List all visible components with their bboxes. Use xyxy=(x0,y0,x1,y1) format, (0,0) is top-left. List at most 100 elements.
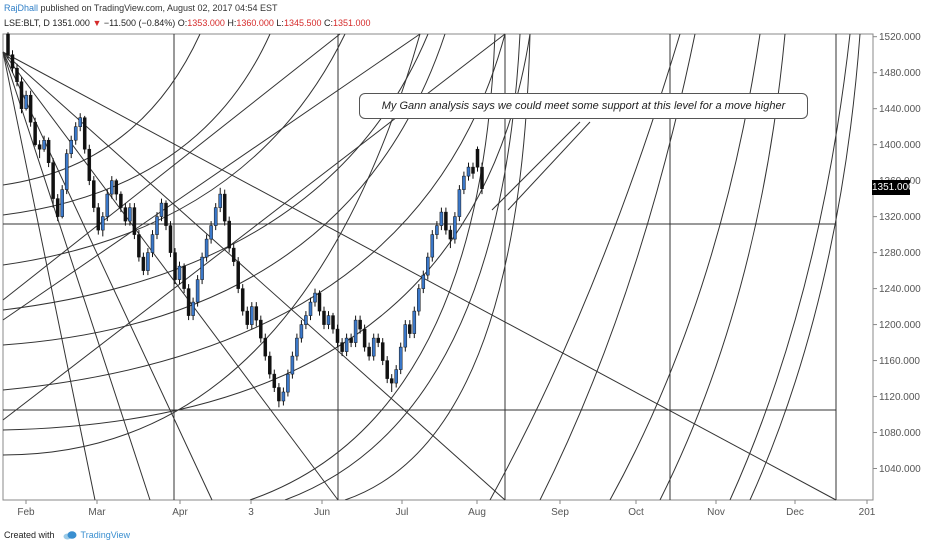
gann-arc xyxy=(3,34,201,186)
candle xyxy=(51,162,55,199)
candle xyxy=(123,207,128,222)
candle xyxy=(222,193,227,222)
price-tick-label: 1240.000 xyxy=(879,284,921,295)
candle xyxy=(146,252,150,271)
candle xyxy=(159,202,164,217)
gann-arc xyxy=(729,34,851,500)
candle xyxy=(254,306,259,321)
candle xyxy=(24,94,28,109)
time-tick-label: Feb xyxy=(17,507,35,518)
candle xyxy=(268,355,272,375)
candle xyxy=(353,319,358,343)
candle xyxy=(272,373,277,388)
candle xyxy=(177,265,182,280)
candle xyxy=(227,220,231,249)
annotation-pointer-line xyxy=(507,121,591,211)
candle xyxy=(453,216,457,240)
symbol-name[interactable]: LSE:BLT, D xyxy=(4,18,50,28)
candle xyxy=(371,337,376,357)
candle xyxy=(326,315,331,325)
candles-group xyxy=(6,32,484,408)
candle xyxy=(398,346,403,370)
candle xyxy=(200,256,204,280)
tradingview-brand[interactable]: TradingView xyxy=(80,530,131,540)
candle xyxy=(15,67,19,82)
time-tick-label: Jul xyxy=(396,507,409,518)
gann-fan-line xyxy=(2,51,151,501)
candle xyxy=(340,342,344,352)
candle xyxy=(250,306,254,325)
candle xyxy=(105,193,110,217)
candle xyxy=(101,216,105,231)
gann-fan-line xyxy=(2,33,421,321)
candle xyxy=(69,139,73,154)
gann-arc xyxy=(344,34,531,500)
annotation-pointer-line xyxy=(491,121,581,211)
candle xyxy=(195,279,200,303)
candle xyxy=(304,315,308,325)
candle xyxy=(299,324,304,339)
candle xyxy=(308,301,313,316)
gann-fan-line xyxy=(2,51,213,501)
candle xyxy=(462,175,466,190)
price-tick-label: 1320.000 xyxy=(879,212,921,223)
high-label: H: xyxy=(227,18,237,28)
price-tick-label: 1120.000 xyxy=(879,392,920,403)
author-name[interactable]: RajDhall xyxy=(4,3,39,13)
candle xyxy=(231,247,236,262)
candle xyxy=(295,337,299,357)
candle xyxy=(376,337,380,343)
candle xyxy=(10,54,15,69)
candle xyxy=(417,288,421,312)
time-tick-label: Dec xyxy=(786,507,804,518)
close-label: C: xyxy=(324,18,333,28)
candle xyxy=(263,337,268,357)
annotation-callout[interactable]: My Gann analysis says we could meet some… xyxy=(359,93,808,119)
candle xyxy=(96,207,101,231)
gann-arc xyxy=(249,34,496,500)
candle xyxy=(114,180,119,195)
candle xyxy=(240,288,245,312)
created-with-label: Created with xyxy=(4,530,55,540)
candle xyxy=(380,342,385,361)
time-tick-label: Apr xyxy=(172,507,188,518)
price-change: −11.500 (−0.84%) xyxy=(103,18,176,28)
candle xyxy=(457,189,462,217)
price-tick-label: 1080.000 xyxy=(879,428,921,439)
gann-arc xyxy=(749,34,861,500)
candle xyxy=(358,319,362,330)
candle xyxy=(362,328,367,348)
time-axis[interactable]: Feb Mar Apr 3 Jun Jul Aug Sep Oct Nov Dec 201 xyxy=(17,500,876,518)
candle xyxy=(444,211,448,231)
gann-arc xyxy=(3,34,531,431)
price-tick-label: 1200.000 xyxy=(879,320,921,331)
candle xyxy=(55,198,60,217)
candle xyxy=(42,139,46,150)
candle xyxy=(344,337,349,352)
candle xyxy=(331,315,335,330)
candle xyxy=(349,337,353,343)
candle xyxy=(46,139,51,163)
candle xyxy=(110,180,114,195)
candle xyxy=(204,238,209,258)
price-tick-label: 1160.000 xyxy=(879,356,920,367)
candle xyxy=(64,153,69,190)
candle xyxy=(92,180,96,208)
candle xyxy=(245,310,250,325)
down-arrow-icon: ▼ xyxy=(92,18,102,28)
candle xyxy=(313,292,317,303)
time-tick-label: 3 xyxy=(248,507,254,518)
candle xyxy=(385,360,389,379)
tradingview-cloud-icon xyxy=(63,530,77,540)
price-axis[interactable]: 1520.0001480.0001440.0001400.0001360.000… xyxy=(873,32,921,475)
candle xyxy=(236,261,240,289)
candle xyxy=(426,256,430,276)
candle xyxy=(128,207,132,222)
low-value: 1345.500 xyxy=(283,18,322,28)
candle xyxy=(137,234,141,258)
candle xyxy=(480,166,484,189)
candle xyxy=(259,319,263,339)
candle xyxy=(82,117,87,150)
candle xyxy=(78,117,82,127)
